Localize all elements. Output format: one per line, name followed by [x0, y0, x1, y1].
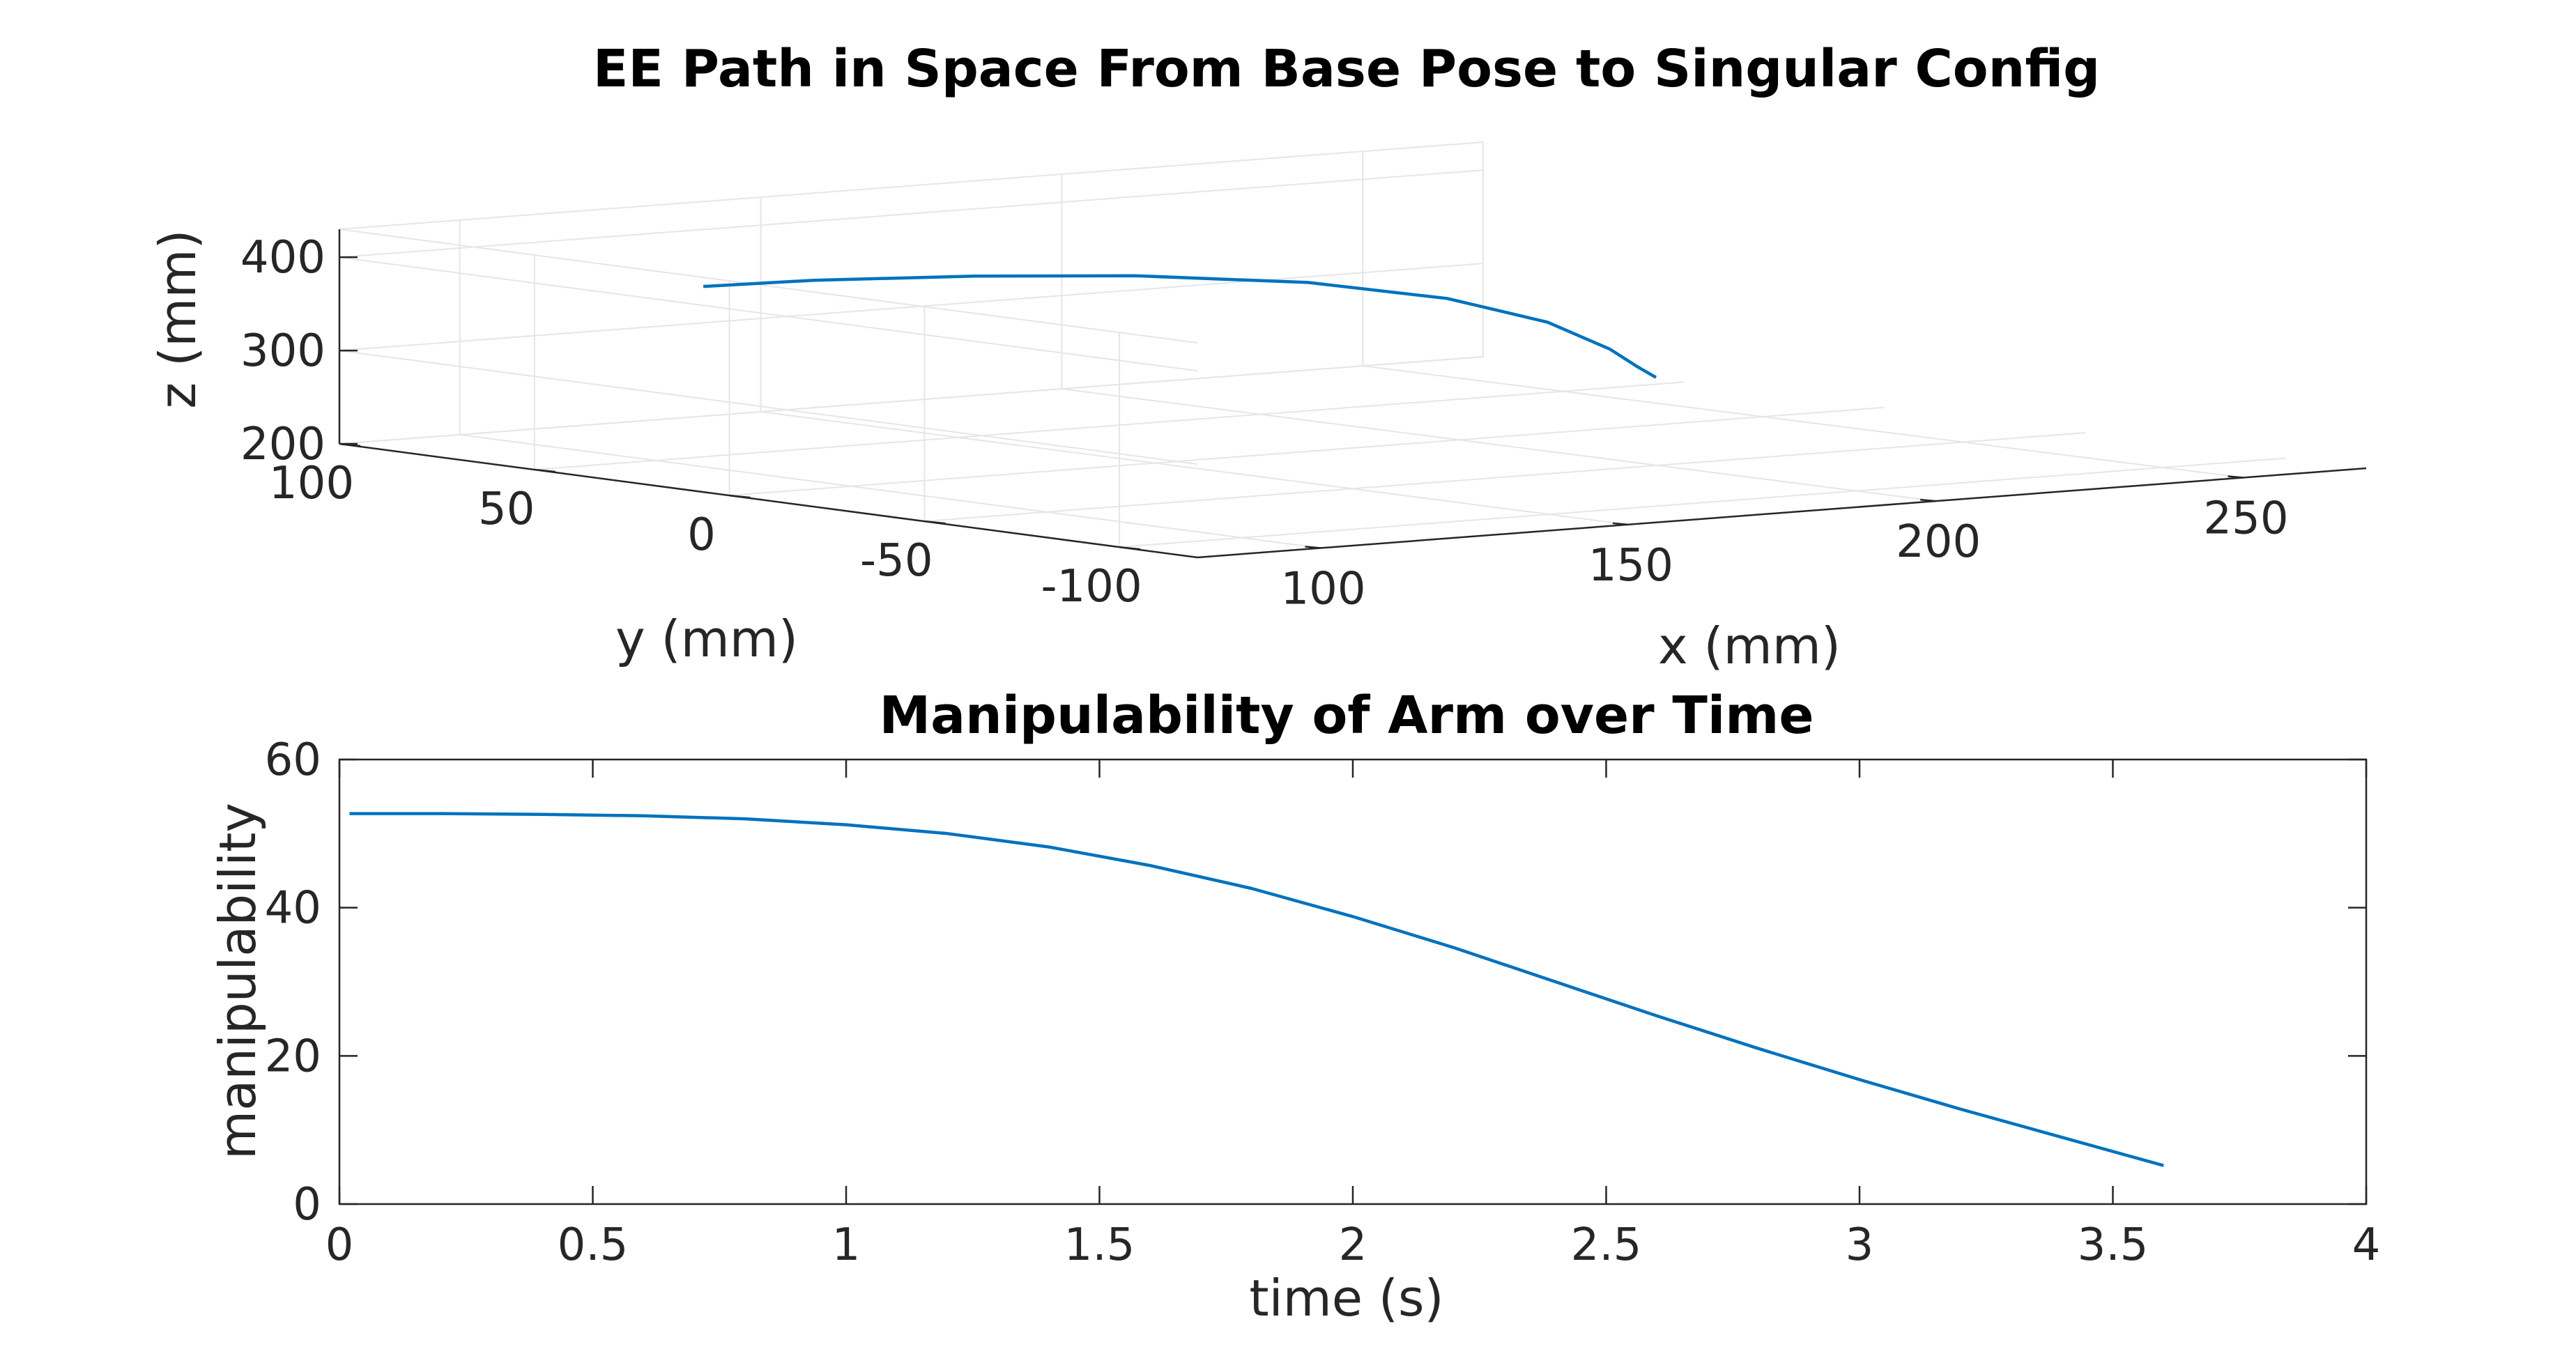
x-tick-mark: [2228, 475, 2244, 479]
y-tick-label: 0: [293, 1179, 321, 1231]
manipulability-line: [349, 812, 2164, 1167]
grid-line: [729, 406, 1885, 497]
y-tick-label: 100: [269, 458, 354, 509]
grid-line: [459, 433, 1321, 549]
plot-area-2d: [338, 758, 2368, 1205]
z-tick-label: 400: [240, 232, 325, 284]
y-tick-mark: [924, 520, 946, 525]
chart-title-bottom: Manipulability of Arm over Time: [879, 686, 1814, 746]
y-axis-label-3d: y (mm): [615, 610, 798, 668]
x-tick-label: 2: [1339, 1219, 1367, 1271]
grid-line: [339, 263, 1484, 352]
z-tick-label: 300: [240, 325, 325, 377]
grid-line: [1363, 365, 2244, 479]
x-axis-label-2d: time (s): [1249, 1269, 1443, 1327]
y-tick-label: 20: [265, 1031, 321, 1082]
y-tick-mark: [729, 494, 751, 499]
grid-line: [1119, 457, 2286, 548]
grid-line: [339, 229, 1198, 344]
y-tick-label: 0: [687, 509, 716, 561]
grid-line: [1061, 388, 1936, 502]
grid-line: [339, 256, 1198, 372]
x-tick-label: 4: [2352, 1219, 2381, 1271]
grid-line: [924, 432, 2085, 523]
y-tick-mark: [1119, 546, 1141, 550]
x-tick-label: 200: [1896, 516, 1981, 568]
z-tick-label: 200: [240, 419, 325, 470]
tick-labels-3d: 100 150 200 250 100 50 0 -50 -100 200 300 400: [240, 232, 2289, 615]
x-tick-label: 0: [325, 1219, 354, 1271]
z-axis-label-3d: z (mm): [148, 229, 207, 408]
y-axis-label-2d: manipulability: [208, 803, 267, 1159]
y-tick-label: -50: [860, 535, 933, 587]
y-tick-mark: [534, 468, 555, 473]
x-tick-label: 1.5: [1064, 1219, 1135, 1271]
grid-line: [339, 356, 1484, 445]
y-axis-line: [339, 442, 1198, 559]
y-tick-label: 50: [478, 484, 535, 535]
grid-line: [339, 169, 1484, 259]
path-3d-axes: 100 150 200 250 100 50 0 -50 -100 200 300 400: [240, 141, 2367, 615]
x-tick-label: 3: [1846, 1219, 1874, 1271]
tick-marks-2d: [338, 758, 2368, 1205]
x-tick-mark: [1920, 498, 1936, 502]
grid-line: [339, 141, 1484, 230]
x-tick-label: 1: [832, 1219, 861, 1271]
axes-lines-3d: [338, 229, 2367, 559]
x-tick-label: 3.5: [2078, 1219, 2149, 1271]
y-tick-label: 60: [265, 734, 321, 786]
x-tick-label: 2.5: [1571, 1219, 1642, 1271]
grid-line: [339, 350, 1198, 465]
x-tick-label: 150: [1588, 540, 1673, 592]
chart-title-top: EE Path in Space From Base Pose to Singu…: [593, 39, 2100, 99]
grid-line: [534, 381, 1685, 471]
x-tick-label: 250: [2203, 493, 2288, 544]
x-tick-label: 100: [1280, 564, 1365, 615]
y-tick-label: 40: [265, 883, 321, 934]
grid-line: [760, 410, 1628, 525]
ee-path-line: [703, 274, 1657, 379]
y-tick-label: -100: [1041, 561, 1142, 612]
x-tick-mark: [1612, 522, 1628, 526]
x-tick-mark: [1305, 546, 1321, 549]
x-tick-label: 0.5: [558, 1219, 629, 1271]
x-axis-line: [1197, 467, 2367, 559]
grid-3d: [339, 141, 2286, 558]
x-axis-label-3d: x (mm): [1658, 617, 1841, 675]
